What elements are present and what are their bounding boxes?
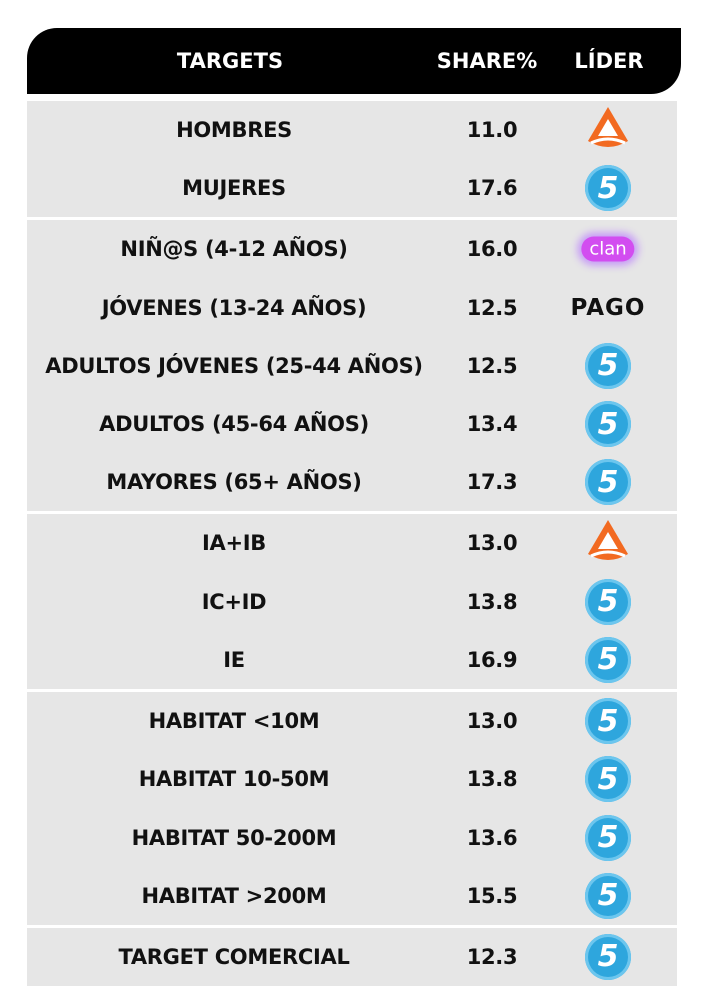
row-group: HOMBRES 11.0 MUJERES 17.6 5: [27, 101, 677, 218]
share-value: 16.0: [466, 237, 518, 262]
row-group: HABITAT <10M 13.0 5 HABITAT 10-50M 13.8 5 HABI…: [27, 692, 677, 925]
share-value: 13.8: [466, 767, 518, 792]
telecinco-logo: 5: [585, 165, 631, 212]
share-value: 12.5: [466, 295, 518, 320]
share-value: 17.3: [466, 470, 518, 495]
header-targets: TARGETS: [176, 49, 284, 73]
telecinco-logo: 5: [585, 933, 631, 980]
share-value: 13.8: [466, 589, 518, 614]
telecinco-logo: 5: [585, 698, 631, 745]
target-label: HOMBRES: [176, 118, 292, 143]
antena3-logo: [583, 105, 633, 155]
antena3-icon: [588, 520, 628, 561]
target-label: ADULTOS (45-64 AÑOS): [99, 412, 369, 437]
header-leader: LÍDER: [574, 49, 644, 73]
telecinco-logo: 5: [585, 342, 631, 389]
target-label: TARGET COMERCIAL: [118, 944, 350, 969]
share-value: 13.4: [466, 412, 518, 437]
share-value: 13.0: [466, 709, 518, 734]
share-value: 12.5: [466, 353, 518, 378]
target-label: ADULTOS JÓVENES (25-44 AÑOS): [45, 353, 423, 378]
telecinco-logo: 5: [585, 636, 631, 683]
antena3-icon: [588, 107, 628, 148]
share-value: 11.0: [466, 118, 518, 143]
target-label: HABITAT 50-200M: [131, 825, 337, 850]
row-group: NIÑ@S (4-12 AÑOS) 16.0 clan JÓVENES (13-24 …: [27, 220, 677, 512]
share-value: 15.5: [466, 883, 518, 908]
row-group: TARGET COMERCIAL 12.3 5: [27, 927, 677, 986]
target-label: NIÑ@S (4-12 AÑOS): [120, 237, 348, 262]
target-label: IA+IB: [202, 531, 266, 556]
target-label: IE: [223, 647, 245, 672]
target-label: MUJERES: [182, 176, 286, 201]
share-value: 13.0: [466, 531, 518, 556]
telecinco-logo: 5: [585, 814, 631, 861]
telecinco-logo: 5: [585, 459, 631, 506]
clan-logo: clan: [581, 236, 635, 262]
share-value: 17.6: [466, 176, 518, 201]
header-share: SHARE%: [436, 49, 538, 73]
target-label: HABITAT 10-50M: [138, 767, 330, 792]
telecinco-logo: 5: [585, 872, 631, 919]
target-label: MAYORES (65+ AÑOS): [106, 470, 362, 495]
row-group: IA+IB 13.0 IC+ID 13.8 5 IE 16.9 5: [27, 514, 677, 689]
target-label: IC+ID: [201, 589, 267, 614]
telecinco-logo: 5: [585, 578, 631, 625]
table-header: TARGETS SHARE% LÍDER: [27, 28, 681, 94]
telecinco-logo: 5: [585, 756, 631, 803]
target-label: HABITAT >200M: [141, 883, 327, 908]
antena3-logo: [583, 518, 633, 568]
share-value: 12.3: [466, 944, 518, 969]
target-label: HABITAT <10M: [148, 709, 320, 734]
leader-text: PAGO: [570, 294, 646, 321]
share-value: 16.9: [466, 647, 518, 672]
telecinco-logo: 5: [585, 401, 631, 448]
target-label: JÓVENES (13-24 AÑOS): [101, 295, 367, 320]
share-value: 13.6: [466, 825, 518, 850]
